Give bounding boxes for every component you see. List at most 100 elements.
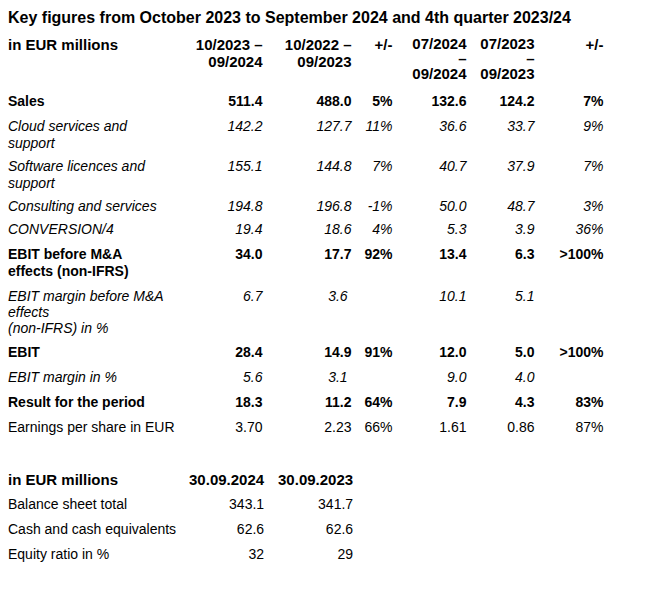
col-header-change-q: +/- — [535, 32, 604, 88]
balance-col-header-unit: in EUR millions — [8, 467, 176, 492]
row-label: Equity ratio in % — [8, 542, 176, 567]
col-header-unit: in EUR millions — [8, 32, 175, 88]
cell-value: 48.7 — [467, 195, 535, 218]
cell-value: 1.61 — [393, 416, 467, 439]
cell-value: 11% — [352, 115, 393, 155]
col-header-q-current: 07/2024 – 09/2024 — [393, 32, 467, 88]
cell-value — [535, 285, 604, 339]
balance-sheet-table: in EUR millions 30.09.2024 30.09.2023 Ba… — [8, 467, 353, 567]
row-label: Consulting and services — [8, 195, 175, 218]
row-label: Earnings per share in EUR — [8, 416, 175, 439]
cell-value: 28.4 — [175, 339, 263, 366]
table-row: Earnings per share in EUR3.702.2366%1.61… — [8, 416, 604, 439]
row-label: Result for the period — [8, 389, 175, 416]
cell-value: 13.4 — [393, 241, 467, 285]
cell-value: 9% — [535, 115, 604, 155]
cell-value: 66% — [352, 416, 393, 439]
cell-value: 50.0 — [393, 195, 467, 218]
cell-value: 4.0 — [467, 366, 535, 389]
cell-value: 488.0 — [263, 88, 352, 115]
table-row: EBIT margin before M&A effects (non-IFRS… — [8, 285, 604, 339]
cell-value: 6.3 — [467, 241, 535, 285]
balance-col-header-2023: 30.09.2023 — [264, 467, 353, 492]
cell-value: 3.1 — [263, 366, 352, 389]
cell-value: 7.9 — [393, 389, 467, 416]
cell-value: 40.7 — [393, 155, 467, 195]
row-label: EBIT margin before M&A effects (non-IFRS… — [8, 285, 175, 339]
cell-value: 5% — [352, 88, 393, 115]
key-figures-header-row: in EUR millions 10/2023 – 09/2024 10/202… — [8, 32, 604, 88]
cell-value: -1% — [352, 195, 393, 218]
cell-value: 62.6 — [264, 517, 353, 542]
cell-value — [535, 366, 604, 389]
row-label: Software licences and support — [8, 155, 175, 195]
cell-value: 34.0 — [175, 241, 263, 285]
table-row: Cash and cash equivalents62.662.6 — [8, 517, 353, 542]
cell-value: 36% — [535, 218, 604, 241]
cell-value: 155.1 — [175, 155, 263, 195]
table-row: CONVERSION/419.418.64%5.33.936% — [8, 218, 604, 241]
cell-value: >100% — [535, 241, 604, 285]
cell-value: 3.6 — [263, 285, 352, 339]
col-header-change-fy: +/- — [352, 32, 393, 88]
cell-value: 18.3 — [175, 389, 263, 416]
col-header-q-prior: 07/2023 – 09/2023 — [467, 32, 535, 88]
cell-value: 29 — [264, 542, 353, 567]
table-row: EBIT margin in %5.63.1 9.04.0 — [8, 366, 604, 389]
cell-value: 7% — [535, 155, 604, 195]
cell-value: 511.4 — [175, 88, 263, 115]
cell-value: 14.9 — [263, 339, 352, 366]
cell-value: 132.6 — [393, 88, 467, 115]
cell-value: 124.2 — [467, 88, 535, 115]
cell-value: 144.8 — [263, 155, 352, 195]
table-row: Software licences and support155.1144.87… — [8, 155, 604, 195]
cell-value: 87% — [535, 416, 604, 439]
cell-value: 127.7 — [263, 115, 352, 155]
cell-value — [352, 366, 393, 389]
cell-value: 91% — [352, 339, 393, 366]
table-row: Sales511.4488.05%132.6124.27% — [8, 88, 604, 115]
cell-value: 2.23 — [263, 416, 352, 439]
cell-value: 33.7 — [467, 115, 535, 155]
cell-value: 4% — [352, 218, 393, 241]
cell-value: 3% — [535, 195, 604, 218]
cell-value: 19.4 — [175, 218, 263, 241]
balance-header-row: in EUR millions 30.09.2024 30.09.2023 — [8, 467, 353, 492]
cell-value: 3.70 — [175, 416, 263, 439]
cell-value: 5.0 — [467, 339, 535, 366]
cell-value: 92% — [352, 241, 393, 285]
cell-value: 32 — [176, 542, 264, 567]
cell-value: 36.6 — [393, 115, 467, 155]
table-row: Equity ratio in %3229 — [8, 542, 353, 567]
cell-value: 7% — [352, 155, 393, 195]
cell-value: 142.2 — [175, 115, 263, 155]
cell-value: 17.7 — [263, 241, 352, 285]
cell-value: 4.3 — [467, 389, 535, 416]
cell-value: 12.0 — [393, 339, 467, 366]
cell-value: 10.1 — [393, 285, 467, 339]
cell-value: 194.8 — [175, 195, 263, 218]
row-label: Balance sheet total — [8, 492, 176, 517]
cell-value: 62.6 — [176, 517, 264, 542]
table-row: Cloud services and support142.2127.711%3… — [8, 115, 604, 155]
cell-value: 341.7 — [264, 492, 353, 517]
table-row: Result for the period18.311.264%7.94.383… — [8, 389, 604, 416]
table-row: Balance sheet total343.1341.7 — [8, 492, 353, 517]
row-label: Cloud services and support — [8, 115, 175, 155]
cell-value: 7% — [535, 88, 604, 115]
cell-value: 6.7 — [175, 285, 263, 339]
cell-value: >100% — [535, 339, 604, 366]
cell-value: 5.1 — [467, 285, 535, 339]
cell-value: 83% — [535, 389, 604, 416]
cell-value: 3.9 — [467, 218, 535, 241]
cell-value: 18.6 — [263, 218, 352, 241]
cell-value: 64% — [352, 389, 393, 416]
cell-value: 9.0 — [393, 366, 467, 389]
table-row: EBIT28.414.991%12.05.0>100% — [8, 339, 604, 366]
page-title: Key figures from October 2023 to Septemb… — [8, 8, 648, 27]
table-row: Consulting and services194.8196.8-1%50.0… — [8, 195, 604, 218]
cell-value: 11.2 — [263, 389, 352, 416]
cell-value — [352, 285, 393, 339]
row-label: CONVERSION/4 — [8, 218, 175, 241]
row-label: EBIT — [8, 339, 175, 366]
